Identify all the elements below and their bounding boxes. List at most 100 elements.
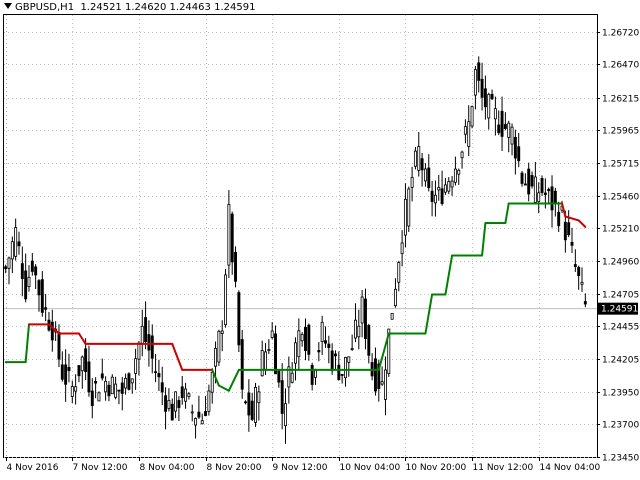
candle-body — [297, 330, 301, 358]
candle-body — [120, 382, 124, 394]
y-tick-label: 1.23700 — [602, 421, 639, 431]
candle — [74, 374, 78, 405]
candle — [577, 265, 581, 290]
candle — [503, 112, 507, 131]
candle-body — [350, 348, 354, 350]
y-tick-label: 1.23450 — [602, 454, 639, 464]
candle — [393, 278, 397, 308]
candle-body — [104, 380, 108, 393]
candle-body — [440, 188, 444, 204]
trend-line-series — [4, 202, 587, 392]
candle — [70, 380, 74, 404]
candle-body — [137, 342, 141, 360]
candle-body — [280, 380, 284, 414]
candle-body — [500, 110, 504, 137]
candle-body — [580, 281, 584, 285]
symbol-label: GBPUSD,H1 — [15, 2, 75, 13]
candle — [453, 156, 457, 186]
candle-body — [164, 395, 168, 412]
candle-body — [577, 267, 581, 277]
candle — [117, 389, 121, 405]
candle — [10, 236, 14, 274]
y-tick-label: 1.23950 — [602, 389, 639, 399]
candle — [237, 290, 241, 352]
candle-body — [184, 388, 188, 402]
candle-body — [50, 321, 54, 341]
candle — [144, 301, 148, 350]
candle — [490, 89, 494, 100]
candle-body — [64, 364, 68, 385]
candle-body — [490, 93, 494, 100]
candle-body — [224, 274, 228, 326]
candle-body — [573, 264, 577, 267]
candle — [383, 356, 387, 416]
candle — [230, 211, 234, 275]
trend-segment — [377, 332, 390, 371]
candle-body — [547, 188, 551, 192]
candle — [553, 187, 557, 217]
candle — [320, 315, 324, 356]
candle-body — [324, 340, 327, 344]
candle — [150, 324, 154, 374]
candle — [97, 391, 101, 402]
candle — [174, 391, 178, 419]
candle — [60, 351, 64, 382]
candle-body — [174, 391, 178, 412]
trend-segment — [504, 202, 510, 224]
candle-body — [503, 124, 507, 129]
current-price-tag: 1.24591 — [598, 302, 638, 315]
candle-body — [44, 307, 48, 310]
candle-body — [327, 343, 331, 348]
candle — [157, 359, 161, 392]
candle — [160, 366, 164, 406]
candle — [460, 150, 464, 169]
candle-body — [310, 364, 314, 385]
candle-body — [470, 106, 474, 127]
candle — [537, 182, 541, 214]
candle — [517, 132, 521, 168]
close-value: 1.24591 — [214, 2, 256, 13]
trend-segment — [564, 215, 580, 222]
candle-body — [467, 121, 471, 147]
y-tick-label: 1.25210 — [602, 225, 639, 235]
candle — [400, 230, 404, 267]
candle — [433, 180, 437, 217]
candle — [304, 318, 307, 361]
candle-body — [320, 321, 324, 342]
candle — [417, 132, 421, 177]
candle — [80, 355, 84, 389]
candle — [217, 329, 221, 366]
candle-body — [553, 190, 557, 204]
candle-body — [37, 280, 41, 296]
candle — [184, 382, 188, 409]
candle — [124, 373, 128, 395]
candle-body — [70, 386, 74, 397]
candle — [187, 392, 191, 400]
trend-segment — [217, 384, 230, 392]
candle-body — [24, 270, 28, 300]
trend-segment — [481, 222, 487, 257]
candle — [247, 379, 251, 432]
candle — [413, 146, 417, 170]
candle-body — [270, 330, 274, 338]
candle-body — [423, 168, 427, 182]
candle — [40, 271, 44, 317]
candle — [87, 345, 91, 397]
candle — [397, 260, 401, 292]
candle-body — [284, 403, 287, 427]
candle-body — [540, 178, 544, 193]
candle-body — [390, 312, 394, 320]
candle — [437, 174, 441, 201]
candle — [420, 152, 424, 187]
x-tick-label: 4 Nov 2016 — [7, 463, 59, 473]
open-value: 1.24521 — [80, 2, 122, 13]
candle — [583, 293, 587, 308]
candle — [314, 368, 317, 385]
candle — [357, 309, 361, 350]
candle-body — [307, 324, 311, 355]
candle-body — [563, 221, 567, 241]
candle-body — [274, 333, 277, 375]
candle-body — [227, 204, 231, 266]
y-tick-label: 1.24960 — [602, 258, 639, 268]
